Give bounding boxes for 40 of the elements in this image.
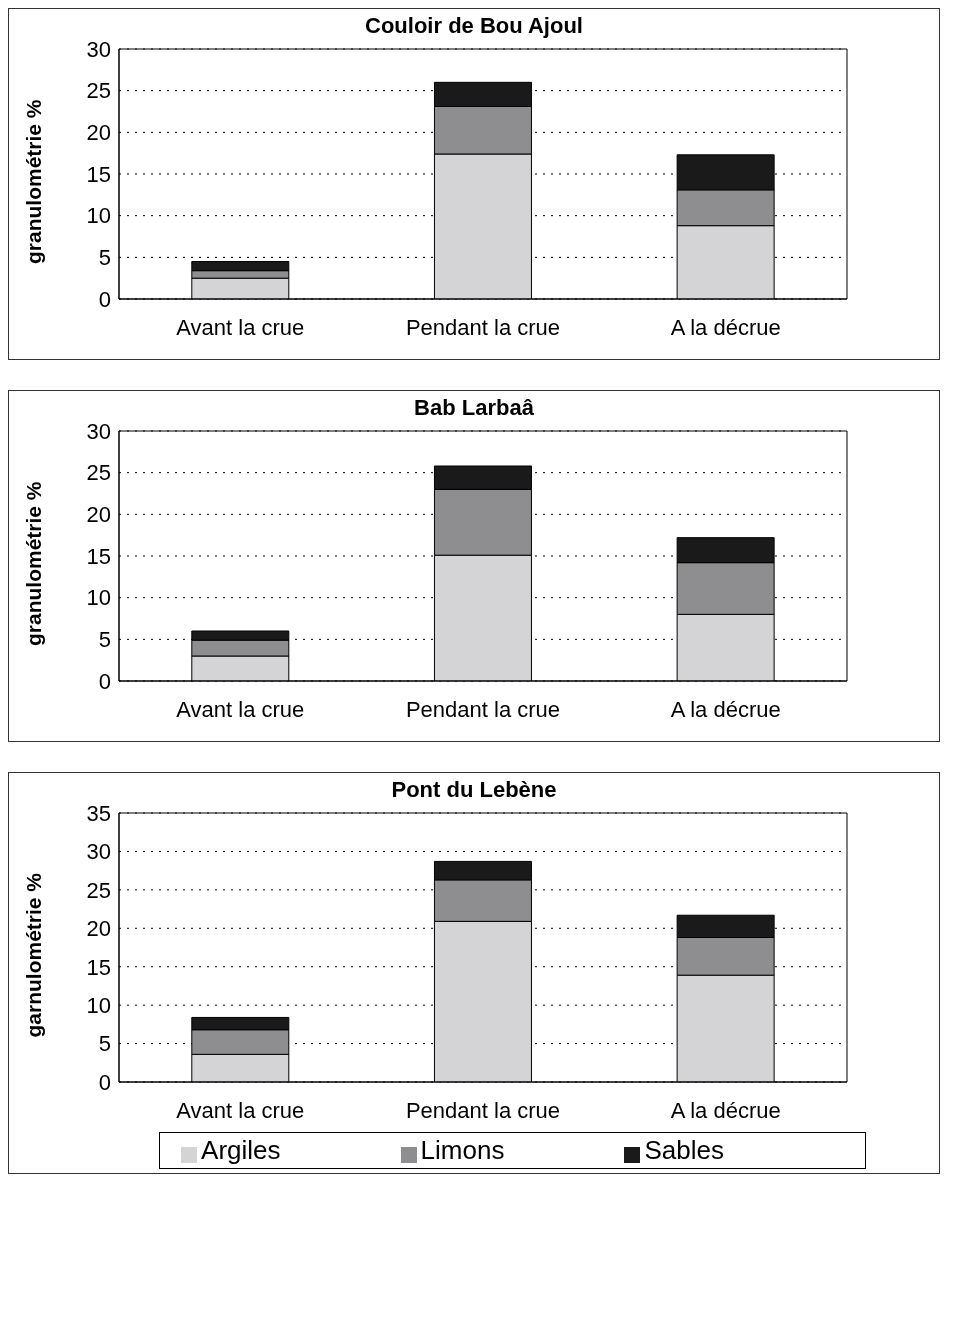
y-tick-label: 5: [98, 245, 111, 271]
x-tick-label: Pendant la crue: [405, 696, 561, 722]
x-tick-label: Avant la crue: [176, 696, 305, 722]
y-tick-label: 5: [98, 1031, 111, 1057]
y-axis-title: garnulométrie %: [22, 872, 46, 1038]
y-tick-label: 30: [86, 418, 111, 444]
legend-label: Limons: [420, 1135, 505, 1165]
x-tick-label: Avant la crue: [176, 314, 305, 340]
y-tick-label: 20: [86, 916, 111, 942]
y-axis-title: granulométrie %: [22, 99, 46, 264]
y-tick-label: 15: [86, 954, 111, 980]
y-tick-label: 25: [86, 78, 111, 104]
y-tick-label: 5: [98, 627, 111, 653]
y-tick-label: 20: [86, 120, 111, 146]
chart-title: Pont du Lebène: [391, 777, 557, 802]
y-tick-label: 35: [86, 800, 111, 826]
y-tick-label: 25: [86, 877, 111, 903]
y-tick-label: 10: [86, 992, 111, 1018]
x-tick-label: A la décrue: [670, 696, 781, 722]
y-tick-label: 0: [98, 286, 111, 312]
legend-label: Argiles: [201, 1135, 281, 1165]
y-tick-label: 0: [98, 1069, 111, 1095]
y-tick-label: 20: [86, 502, 111, 528]
chart-title: Couloir de Bou Ajoul: [365, 13, 583, 38]
y-tick-label: 25: [86, 460, 111, 486]
legend-label: Sables: [644, 1135, 724, 1165]
chart-title: Bab Larbaâ: [414, 395, 534, 420]
x-tick-label: A la décrue: [670, 314, 781, 340]
y-tick-label: 30: [86, 36, 111, 62]
x-tick-label: A la décrue: [670, 1097, 781, 1123]
y-tick-label: 0: [98, 668, 111, 694]
y-tick-label: 10: [86, 203, 111, 229]
y-tick-label: 15: [86, 161, 111, 187]
y-axis-title: granulométrie %: [22, 481, 46, 646]
y-tick-label: 15: [86, 543, 111, 569]
x-tick-label: Avant la crue: [176, 1097, 305, 1123]
y-tick-label: 30: [86, 839, 111, 865]
x-tick-label: Pendant la crue: [405, 1097, 561, 1123]
y-tick-label: 10: [86, 585, 111, 611]
x-tick-label: Pendant la crue: [405, 314, 561, 340]
